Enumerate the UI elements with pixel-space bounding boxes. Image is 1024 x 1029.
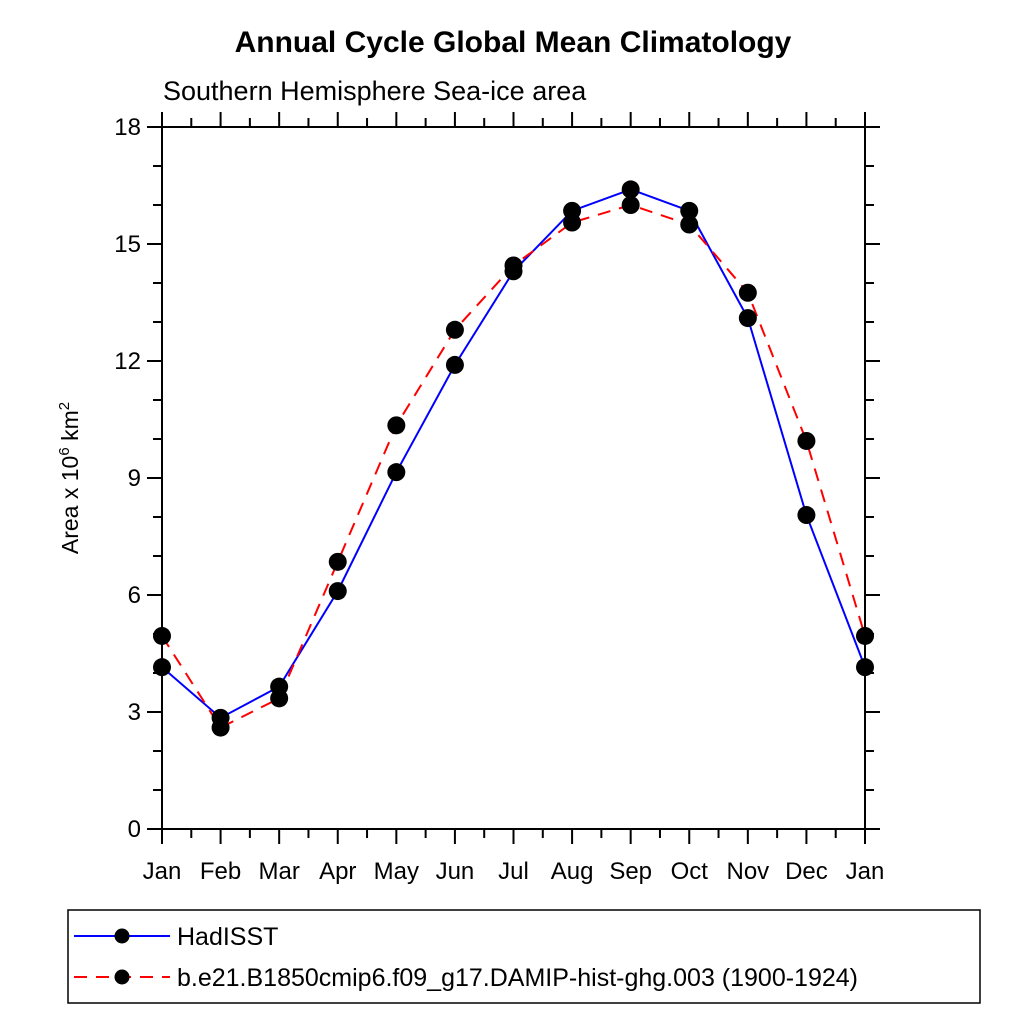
x-axis-tick-label: Mar: [258, 858, 299, 885]
series-line-1: [161, 203, 866, 729]
x-axis-tick-label: Nov: [726, 858, 769, 885]
x-axis-tick-label: Feb: [200, 858, 241, 885]
y-axis-tick-label: 0: [128, 816, 141, 843]
data-point-marker-1: [563, 213, 582, 232]
data-point-marker-0: [621, 180, 640, 199]
data-point-marker-1: [504, 256, 523, 275]
x-axis-tick-label: Apr: [319, 858, 356, 885]
data-point-marker-0: [328, 582, 347, 601]
data-point-marker-1: [153, 626, 171, 645]
data-point-marker-1: [211, 718, 230, 737]
plot-frame: [161, 126, 866, 830]
data-point-marker-1: [445, 320, 464, 339]
x-axis-tick-label: May: [374, 858, 419, 885]
legend-box: [67, 909, 981, 1004]
x-axis-tick-label: Jun: [436, 858, 475, 885]
data-point-marker-1: [738, 283, 757, 302]
data-point-marker-0: [738, 309, 757, 328]
series-layer: [153, 180, 874, 737]
y-axis-tick-label: 18: [114, 114, 141, 141]
x-axis-tick-label: Sep: [609, 858, 652, 885]
legend: HadISST b.e21.B1850cmip6.f09_g17.DAMIP-h…: [67, 909, 981, 1004]
x-axis-tick-label: Oct: [671, 858, 709, 885]
chart-title: Annual Cycle Global Mean Climatology: [235, 26, 792, 59]
y-axis-title: Area x 106 km2: [56, 402, 83, 554]
data-point-marker-0: [387, 463, 406, 482]
data-point-marker-1: [328, 552, 347, 571]
data-point-marker-1: [856, 626, 874, 645]
data-point-marker-0: [797, 506, 816, 525]
data-point-marker-0: [680, 201, 699, 220]
data-point-marker-1: [387, 416, 406, 435]
data-point-marker-1: [621, 196, 640, 214]
x-axis-tick-label: Dec: [785, 858, 828, 885]
x-axis-tick-label: Aug: [551, 858, 594, 885]
y-axis-tick-label: 6: [128, 582, 141, 609]
x-axis-tick-label: Jan: [143, 858, 182, 885]
chart-subtitle: Southern Hemisphere Sea-ice area: [163, 76, 587, 106]
data-point-marker-0: [153, 658, 171, 677]
data-point-marker-1: [270, 689, 289, 708]
x-axis-tick-label: Jan: [846, 858, 885, 885]
y-axis-tick-label: 3: [128, 699, 141, 726]
legend-label-hadisst: HadISST: [177, 923, 278, 951]
legend-label-model: b.e21.B1850cmip6.f09_g17.DAMIP-hist-ghg.…: [177, 964, 858, 992]
x-axis-tick-label: Jul: [498, 858, 529, 885]
y-axis-tick-label: 15: [114, 231, 141, 258]
legend-sample-marker-1: [114, 969, 130, 985]
data-point-marker-0: [856, 658, 874, 677]
legend-samples: [74, 928, 170, 985]
data-point-marker-0: [445, 355, 464, 374]
legend-sample-marker-0: [114, 928, 130, 944]
y-axis-tick-label: 9: [128, 465, 141, 492]
y-axis-tick-label: 12: [114, 348, 141, 375]
data-point-marker-1: [680, 215, 699, 234]
data-point-marker-1: [797, 431, 816, 450]
axes-layer: Jan Feb Mar Apr May Jun Jul Aug Sep Oct Nov Dec Jan0…: [56, 112, 884, 885]
